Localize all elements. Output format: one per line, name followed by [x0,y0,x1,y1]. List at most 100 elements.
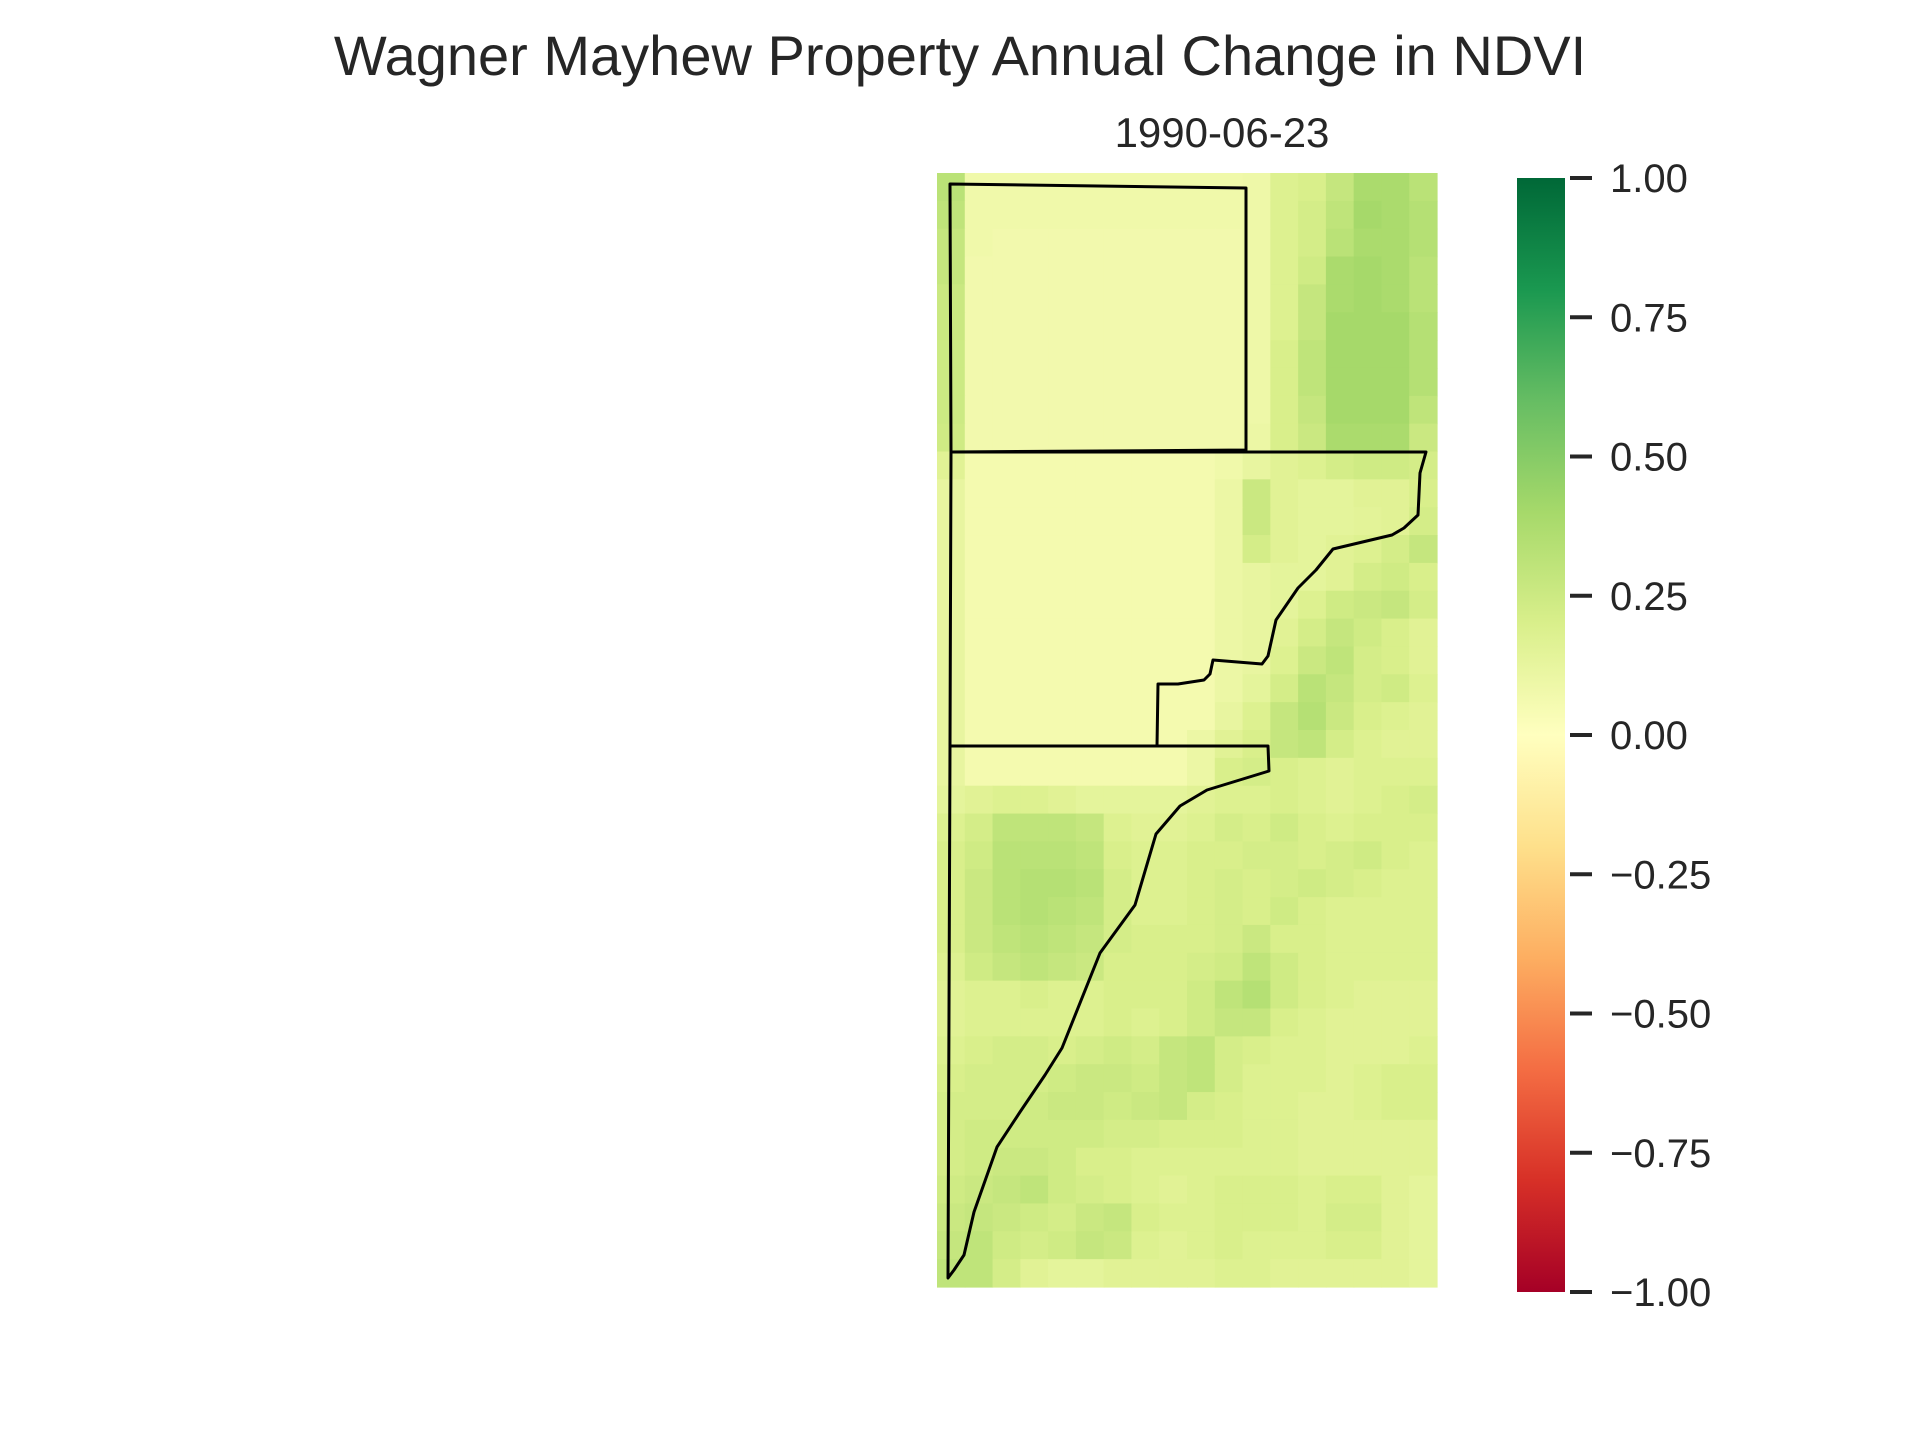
colorbar-tick-label: −1.00 [1610,1271,1711,1315]
heatmap-cell [1159,618,1188,648]
heatmap-cell [1159,897,1188,926]
heatmap-cell [1409,535,1438,564]
heatmap-cell [1048,924,1077,954]
heatmap-cell [1048,674,1077,703]
heatmap-cell [1020,1231,1049,1260]
heatmap-cell [1187,451,1216,480]
heatmap-cell [1353,924,1383,954]
heatmap-cell [964,785,994,815]
heatmap-cell [1048,340,1077,369]
heatmap-cell [1159,479,1188,508]
heatmap-cell [1409,1008,1438,1037]
heatmap-cell [1075,228,1105,258]
heatmap-cell [1325,757,1355,787]
heatmap-cell [1381,228,1410,258]
heatmap-cell [1131,312,1160,341]
heatmap-cell [1381,730,1410,759]
heatmap-cell [1103,980,1133,1010]
heatmap-cell [1020,785,1049,815]
heatmap-cell [1187,1036,1216,1065]
heatmap-cell [1409,757,1438,787]
heatmap-cell [1270,813,1299,842]
heatmap-cell [992,1175,1021,1205]
heatmap-cell [1298,423,1327,453]
heatmap-cell [1103,1008,1133,1037]
heatmap-cell [1270,1259,1299,1288]
heatmap-cell [1409,1119,1438,1149]
heatmap-cell [1020,952,1049,982]
heatmap-cell [1409,256,1438,285]
heatmap-cell [1242,479,1271,508]
heatmap-cell [1187,730,1216,759]
heatmap-cell [1048,312,1077,341]
heatmap-cell [1214,1036,1244,1065]
heatmap-cell [1325,590,1355,620]
heatmap-cell [1214,813,1244,842]
heatmap-cell [937,952,966,982]
heatmap-cell [1381,1175,1410,1205]
heatmap-cell [1103,562,1133,592]
heatmap-cell [1270,1092,1299,1121]
heatmap-cell [1103,256,1133,285]
heatmap-cell [1381,924,1410,954]
heatmap-cell [1270,256,1299,285]
heatmap-cell [1409,646,1438,675]
heatmap-cell [1159,590,1188,620]
heatmap-cell [1103,535,1133,564]
heatmap-cell [1020,340,1049,369]
heatmap-cell [964,173,994,202]
heatmap-cell [964,730,994,759]
heatmap-cell [964,924,994,954]
heatmap-cell [1187,841,1216,870]
heatmap-cell [1048,897,1077,926]
heatmap-cell [1381,1203,1410,1232]
heatmap-cell [964,952,994,982]
heatmap-cell [1381,674,1410,703]
heatmap-cell [1159,1008,1188,1037]
heatmap-cell [1298,256,1327,285]
heatmap-cell [964,256,994,285]
heatmap-cell [1103,702,1133,731]
heatmap-cell [1270,757,1299,787]
heatmap-cell [1353,1092,1383,1121]
heatmap-cell [1409,813,1438,842]
heatmap-cell [1103,284,1133,313]
heatmap-cell [1298,395,1327,425]
heatmap-cell [1409,897,1438,926]
heatmap-cell [1075,535,1105,564]
heatmap-cell [1325,1036,1355,1065]
heatmap-cell [1048,1147,1077,1177]
heatmap-cell [1048,869,1077,898]
heatmap-cell [1242,952,1271,982]
heatmap-cell [1298,228,1327,258]
heatmap-cell [1353,590,1383,620]
heatmap-cell [1270,646,1299,675]
heatmap-cell [1325,451,1355,480]
heatmap-cell [1353,952,1383,982]
colorbar-tick-label: −0.25 [1610,853,1711,897]
heatmap-cell [1409,1203,1438,1232]
heatmap-cell [1325,173,1355,202]
heatmap-cell [992,1259,1021,1288]
heatmap-cell [1409,952,1438,982]
heatmap-cell [1270,702,1299,731]
heatmap-cell [1270,1064,1299,1093]
heatmap-cell [1048,395,1077,425]
colorbar-gradient [1517,178,1565,1292]
heatmap-cell [992,562,1021,592]
heatmap-cell [1159,1231,1188,1260]
heatmap-cell [1075,200,1105,230]
heatmap-cell [1409,562,1438,592]
heatmap-cell [1353,897,1383,926]
heatmap-cell [1325,1092,1355,1121]
property-boundaries [946,182,1428,1280]
heatmap-cell [1048,562,1077,592]
heatmap-cell [1298,952,1327,982]
heatmap-cell [1270,535,1299,564]
heatmap-cell [1242,813,1271,842]
heatmap-cell [1242,1203,1271,1232]
heatmap-cell [1020,451,1049,480]
heatmap-cell [1353,284,1383,313]
heatmap-cell [1298,1147,1327,1177]
heatmap-cell [1325,312,1355,341]
